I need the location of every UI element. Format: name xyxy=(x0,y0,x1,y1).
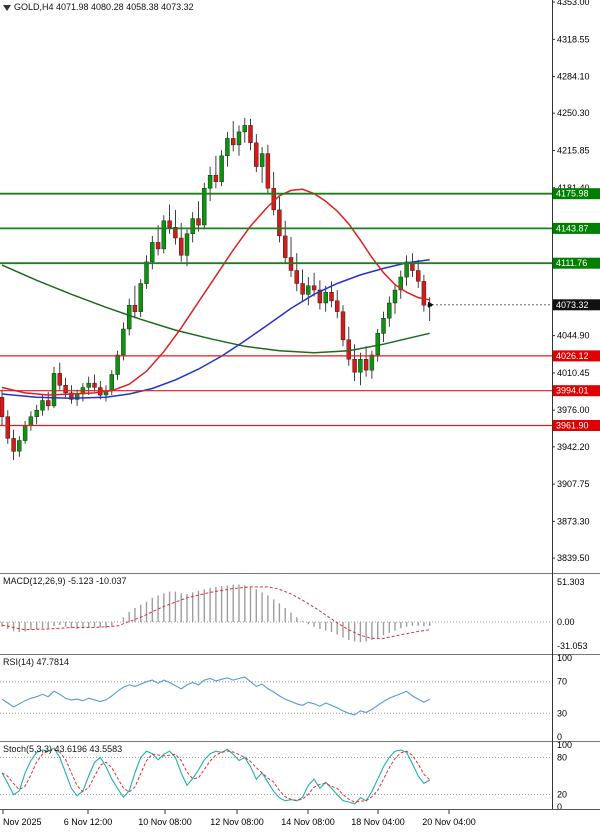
resistance-price-badge: 4175.98 xyxy=(553,188,600,200)
rsi-line xyxy=(1,676,430,716)
symbol-ohlc-header: GOLD,H4 4071.98 4080.28 4058.38 4073.32 xyxy=(3,2,194,12)
time-axis-label: 20 Nov 04:00 xyxy=(422,817,476,827)
resistance-price-badge: 4143.87 xyxy=(553,222,600,234)
ma-mid-line xyxy=(1,258,430,400)
macd-axis-label: -31.053 xyxy=(557,641,588,651)
macd-pane[interactable]: 51.303 0.00 -31.053 xyxy=(0,573,600,654)
stoch-axis-label: 20 xyxy=(557,790,567,800)
price-tick-label: 4250.30 xyxy=(557,108,590,118)
price-tick-label: 3907.75 xyxy=(557,479,590,489)
price-tick-label: 4284.10 xyxy=(557,72,590,82)
macd-axis-label: 51.303 xyxy=(557,577,585,587)
support-price-badge: 3961.90 xyxy=(553,420,600,431)
rsi-axis-label: 30 xyxy=(557,708,567,718)
price-tick-label: 3976.00 xyxy=(557,405,590,415)
svg-text:4073.32: 4073.32 xyxy=(556,300,589,310)
stoch-d-line xyxy=(1,749,431,803)
time-axis[interactable]: Nov 2025 6 Nov 12:00 10 Nov 08:00 12 Nov 08… xyxy=(0,809,600,833)
stoch-k-line xyxy=(1,747,430,805)
price-tick-label: 4181.40 xyxy=(557,183,590,193)
macd-header: MACD(12,26,9) -5.123 -10.037 xyxy=(3,576,127,586)
price-tick-label: 4353.00 xyxy=(557,0,590,7)
macd-histogram xyxy=(1,584,431,643)
price-tick-label: 4318.55 xyxy=(557,34,590,44)
svg-text:4175.98: 4175.98 xyxy=(556,189,589,199)
rsi-axis-label: 100 xyxy=(557,654,572,663)
price-tick-label: 4044.90 xyxy=(557,331,590,341)
time-axis-label: 18 Nov 04:00 xyxy=(351,817,405,827)
support-price-badge: 4026.12 xyxy=(553,350,600,362)
symbol-icon xyxy=(3,4,11,11)
time-axis-label: 10 Nov 08:00 xyxy=(138,817,192,827)
price-tick-label: 4215.85 xyxy=(557,146,590,156)
rsi-axis-label: 0 xyxy=(557,732,562,741)
macd-signal-line xyxy=(1,586,430,639)
svg-text:3994.01: 3994.01 xyxy=(556,386,589,396)
time-axis-label: Nov 2025 xyxy=(3,817,42,827)
macd-axis-label: 0.00 xyxy=(557,617,575,627)
svg-text:3961.90: 3961.90 xyxy=(556,421,589,431)
main-price-chart[interactable]: 4353.00 4318.55 4284.10 4250.30 4215.85 4181.… xyxy=(0,0,600,573)
svg-text:4111.76: 4111.76 xyxy=(556,258,587,268)
support-price-badge: 3994.01 xyxy=(553,385,600,397)
stoch-axis-label: 80 xyxy=(557,752,567,762)
price-tick-label: 4010.45 xyxy=(557,368,590,378)
symbol-ohlc-text: GOLD,H4 4071.98 4080.28 4058.38 4073.32 xyxy=(14,2,194,12)
price-tick-label: 3873.30 xyxy=(557,516,590,526)
stoch-axis-label: 0 xyxy=(557,802,562,809)
current-price-badge: 4073.32 xyxy=(553,299,600,311)
price-tick-label: 3839.50 xyxy=(557,553,590,563)
time-axis-label: 12 Nov 08:00 xyxy=(210,817,264,827)
resistance-price-badge: 4111.76 xyxy=(553,257,600,269)
stoch-axis-label: 100 xyxy=(557,741,572,750)
stoch-pane[interactable]: 100 80 20 0 xyxy=(0,741,600,809)
svg-text:4026.12: 4026.12 xyxy=(556,351,589,361)
price-tick-label: 3942.20 xyxy=(557,442,590,452)
svg-text:4143.87: 4143.87 xyxy=(556,223,589,233)
time-axis-label: 14 Nov 08:00 xyxy=(281,817,335,827)
time-axis-label: 6 Nov 12:00 xyxy=(64,817,113,827)
rsi-axis-label: 70 xyxy=(557,677,567,687)
rsi-header: RSI(14) 47.7814 xyxy=(3,657,70,667)
stoch-header: Stoch(5,3,3) 43.6196 43.5583 xyxy=(3,744,123,754)
current-price-marker xyxy=(428,301,434,308)
candle-wicks xyxy=(1,117,431,460)
rsi-pane[interactable]: 100 70 30 0 xyxy=(0,654,600,741)
ma-slow-line xyxy=(1,264,430,354)
